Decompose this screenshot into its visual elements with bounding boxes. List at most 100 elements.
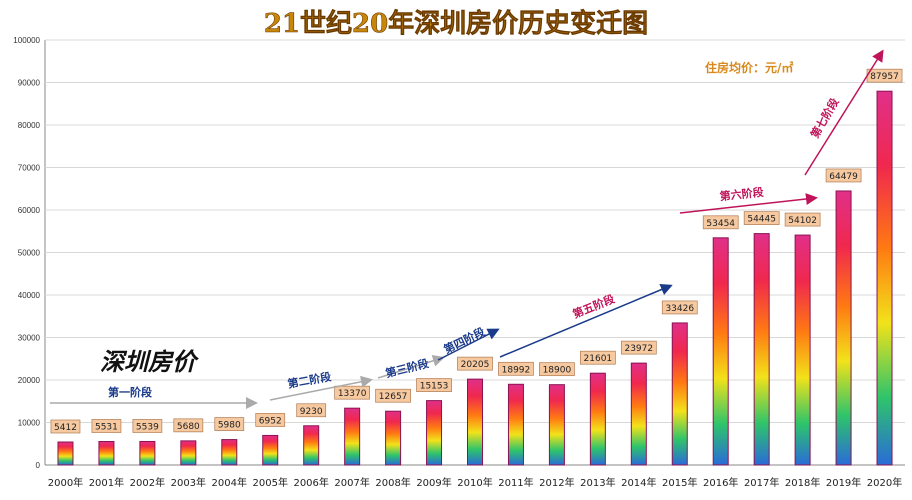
chart-subtitle: 深圳房价 xyxy=(100,348,199,376)
data-label-box xyxy=(416,378,452,392)
stage-arrow xyxy=(269,375,373,401)
y-tick-label: 20000 xyxy=(18,376,41,385)
y-tick-label: 10000 xyxy=(18,419,41,428)
bar xyxy=(426,400,443,466)
data-label-box xyxy=(784,212,821,227)
data-label: 87957 xyxy=(870,72,899,82)
x-tick-label: 2017年 xyxy=(744,476,779,489)
data-label-box xyxy=(214,417,245,431)
x-tick-label: 2013年 xyxy=(580,476,615,489)
stage-arrow xyxy=(804,49,884,176)
stage-arrow xyxy=(679,193,818,214)
data-label: 53454 xyxy=(706,219,735,229)
bar xyxy=(712,237,729,466)
data-label: 18992 xyxy=(502,365,531,375)
x-tick-label: 2012年 xyxy=(539,476,574,489)
data-label: 5539 xyxy=(136,422,159,432)
bar xyxy=(507,383,524,466)
x-tick-label: 2015年 xyxy=(662,476,697,489)
data-label-box xyxy=(334,385,370,400)
stage-label: 第三阶段 xyxy=(384,356,430,380)
stage-label: 第一阶段 xyxy=(108,385,152,399)
data-label: 33426 xyxy=(665,304,694,314)
data-label-box xyxy=(580,350,616,365)
data-label: 5980 xyxy=(218,421,241,431)
bar xyxy=(57,441,74,466)
x-tick-label: 2018年 xyxy=(785,476,820,489)
y-tick-label: 0 xyxy=(36,461,41,470)
stage-label: 第四阶段 xyxy=(441,324,487,356)
x-tick-label: 2016年 xyxy=(703,476,738,489)
data-label: 9230 xyxy=(300,407,323,417)
data-label: 6952 xyxy=(259,416,282,426)
y-tick-label: 100000 xyxy=(13,36,40,45)
x-tick-label: 2008年 xyxy=(375,476,410,489)
data-label-box xyxy=(296,403,327,418)
data-label: 23972 xyxy=(624,344,653,354)
data-label-box xyxy=(132,419,163,433)
data-label-box xyxy=(498,361,534,376)
data-label: 54102 xyxy=(788,216,817,226)
bar xyxy=(385,410,402,466)
data-label-box xyxy=(173,418,204,433)
x-tick-label: 2002年 xyxy=(130,476,165,489)
y-tick-label: 40000 xyxy=(18,291,41,300)
bar xyxy=(98,440,115,466)
data-label: 18900 xyxy=(543,366,572,376)
data-label-box xyxy=(702,215,739,230)
data-label-box xyxy=(375,388,411,403)
y-tick-label: 90000 xyxy=(18,79,41,88)
x-tick-label: 2011年 xyxy=(498,476,533,489)
stage-label: 第二阶段 xyxy=(286,369,332,390)
data-label-box xyxy=(50,419,81,434)
data-label-box xyxy=(91,419,122,433)
data-label: 5412 xyxy=(54,423,77,433)
bar xyxy=(344,407,361,466)
data-label: 5680 xyxy=(177,422,200,432)
bar xyxy=(835,190,852,466)
x-tick-label: 2001年 xyxy=(89,476,124,489)
x-tick-label: 2007年 xyxy=(334,476,369,489)
y-tick-label: 50000 xyxy=(18,249,41,258)
bar xyxy=(467,378,483,466)
x-tick-label: 2003年 xyxy=(171,476,206,489)
data-label-box xyxy=(661,300,698,315)
data-label-box xyxy=(255,413,286,427)
y-tick-label: 80000 xyxy=(18,121,41,130)
x-tick-label: 2005年 xyxy=(253,476,288,489)
bar xyxy=(753,233,770,466)
data-label: 5531 xyxy=(95,422,118,432)
y-tick-label: 30000 xyxy=(18,334,41,343)
x-tick-label: 2010年 xyxy=(457,476,492,489)
data-label: 54445 xyxy=(747,215,776,225)
data-label-box xyxy=(539,362,575,377)
x-tick-label: 2004年 xyxy=(212,476,247,489)
bar xyxy=(548,384,565,466)
stage-label: 第七阶段 xyxy=(807,95,841,140)
data-label-box xyxy=(457,356,493,371)
stage-label: 第六阶段 xyxy=(719,185,764,204)
x-tick-label: 2009年 xyxy=(416,476,451,489)
data-label-box xyxy=(825,168,862,183)
y-tick-label: 60000 xyxy=(18,206,41,215)
bar xyxy=(139,440,156,466)
data-label: 64479 xyxy=(829,172,858,182)
stage-arrow xyxy=(377,354,445,379)
x-tick-label: 2006年 xyxy=(293,476,328,489)
x-tick-label: 2019年 xyxy=(826,476,861,489)
y-tick-label: 70000 xyxy=(18,164,41,173)
bar xyxy=(221,439,238,466)
data-label-box xyxy=(743,211,780,225)
bar xyxy=(589,372,606,466)
stage-arrow xyxy=(499,283,673,358)
data-label-box xyxy=(620,340,657,355)
stage-label: 第五阶段 xyxy=(570,292,616,321)
bar xyxy=(262,434,279,466)
data-label: 21601 xyxy=(584,354,613,364)
bar xyxy=(794,234,811,466)
x-tick-label: 2020年 xyxy=(867,476,902,489)
data-label: 15153 xyxy=(420,382,449,392)
chart-title: 21世纪20年深圳房价历史变迁图 xyxy=(264,8,648,39)
bar xyxy=(671,322,688,466)
